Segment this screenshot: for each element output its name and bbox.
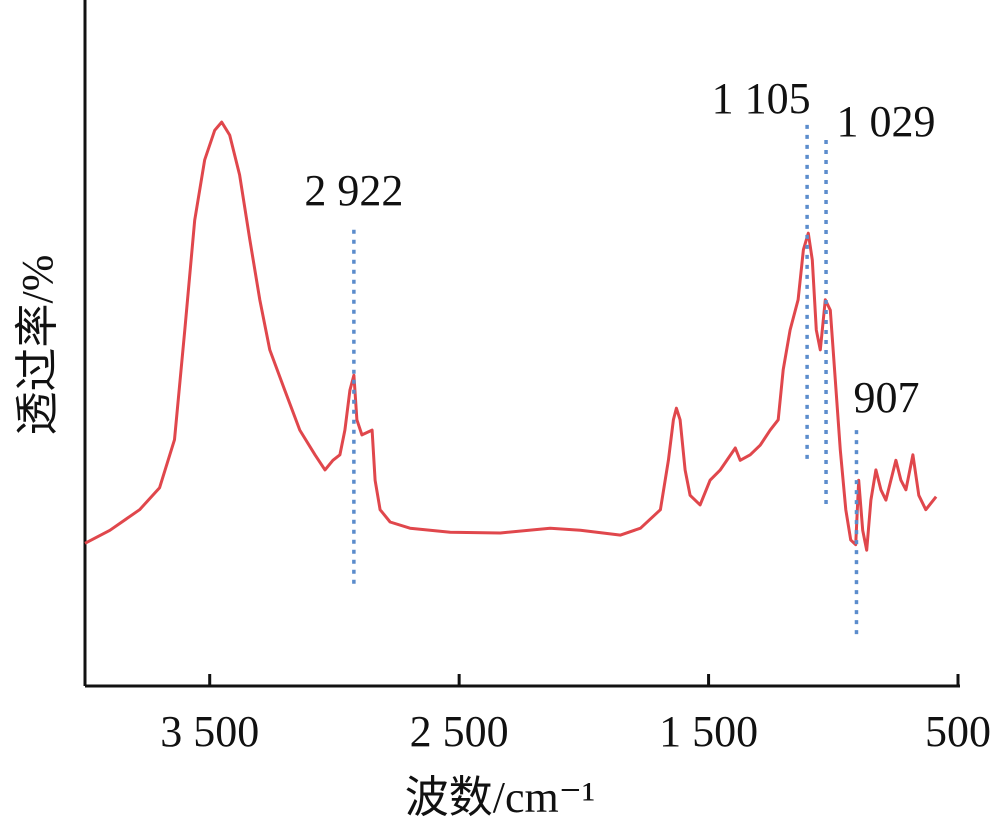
y-axis-label: 透过率/% bbox=[13, 255, 62, 436]
annotation-label: 2 922 bbox=[304, 166, 403, 215]
annotation-label: 1 105 bbox=[712, 74, 811, 123]
annotation-label: 907 bbox=[853, 373, 919, 422]
x-tick-label: 500 bbox=[925, 707, 991, 756]
x-axis-label: 波数/cm⁻¹ bbox=[405, 773, 595, 822]
annotation-label: 1 029 bbox=[837, 97, 936, 146]
x-tick-label: 1 500 bbox=[659, 707, 758, 756]
x-tick-label: 3 500 bbox=[160, 707, 259, 756]
x-tick-label: 2 500 bbox=[410, 707, 509, 756]
